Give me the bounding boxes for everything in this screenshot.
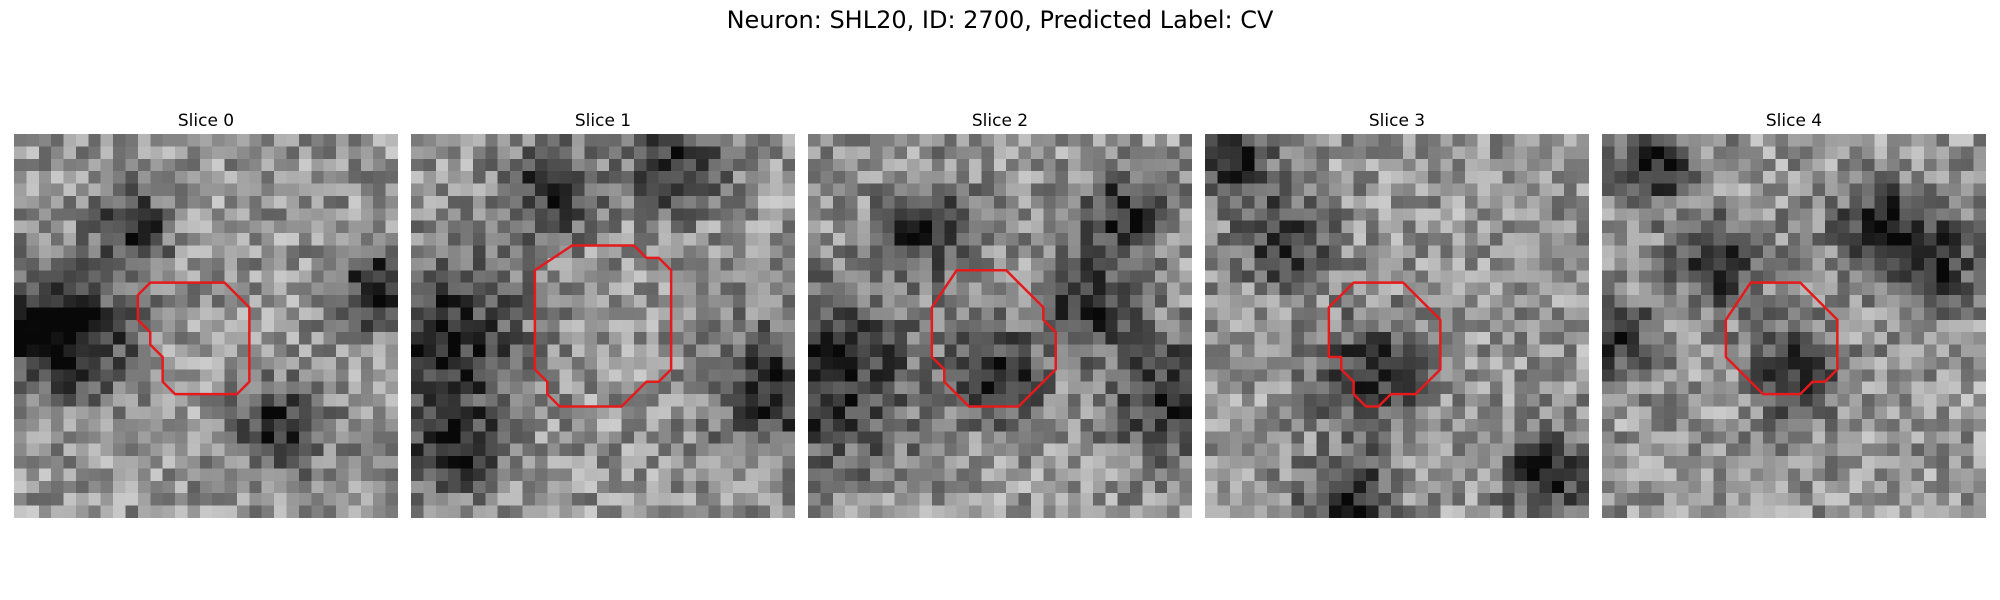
- roi-contour: [136, 281, 251, 396]
- slice-title-1: Slice 1: [574, 111, 632, 131]
- slice-title-0: Slice 0: [177, 111, 235, 131]
- roi-contour: [930, 269, 1057, 408]
- slice-image-0: [14, 134, 398, 518]
- roi-contour: [1724, 281, 1839, 396]
- slice-panel-1: Slice 1: [411, 110, 795, 518]
- slice-panel-2: Slice 2: [808, 110, 1192, 518]
- slice-image-2: [808, 134, 1192, 518]
- pixel-grid: [1205, 134, 1589, 518]
- pixel-grid: [411, 134, 795, 518]
- slice-panel-3: Slice 3: [1205, 110, 1589, 518]
- pixel-grid: [1602, 134, 1986, 518]
- roi-contour: [533, 244, 673, 408]
- slice-title-3: Slice 3: [1368, 111, 1426, 131]
- slice-title-2: Slice 2: [971, 111, 1029, 131]
- pixel-grid: [14, 134, 398, 518]
- slice-panel-4: Slice 4: [1602, 110, 1986, 518]
- slice-panel-0: Slice 0: [14, 110, 398, 518]
- figure-title: Neuron: SHL20, ID: 2700, Predicted Label…: [726, 6, 1274, 34]
- slice-image-4: [1602, 134, 1986, 518]
- slice-image-3: [1205, 134, 1589, 518]
- slice-image-1: [411, 134, 795, 518]
- roi-contour: [1327, 281, 1442, 408]
- slice-title-4: Slice 4: [1765, 111, 1823, 131]
- pixel-grid: [808, 134, 1192, 518]
